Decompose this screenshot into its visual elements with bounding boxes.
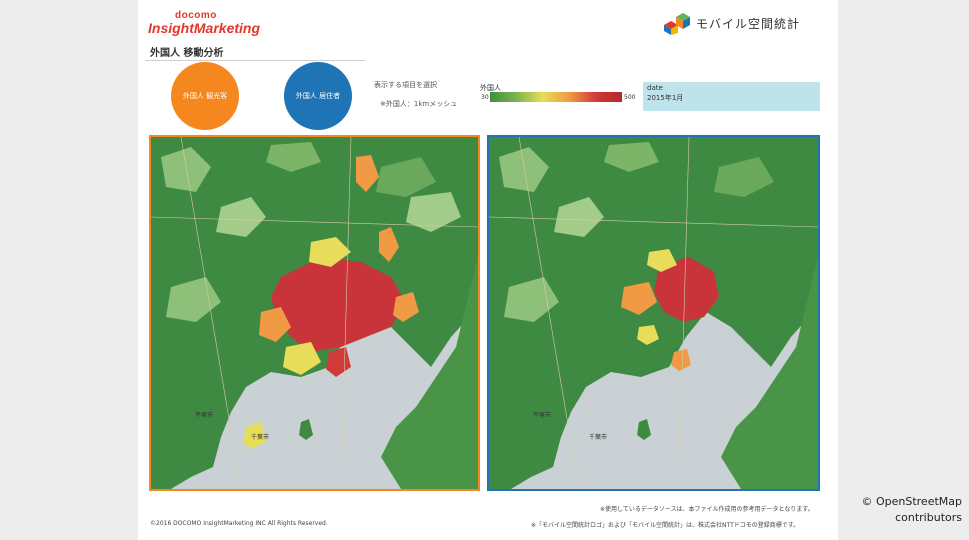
map-label-hiratsuka: 平塚市 — [195, 411, 213, 419]
osm-attribution-line1: © OpenStreetMap — [861, 495, 962, 508]
legend-min: 30 — [481, 94, 489, 101]
data-source-note: ※使用しているデータソースは、本ファイル作成用の参考用データとなります。 — [600, 506, 814, 513]
docomo-brand: docomo — [175, 10, 217, 21]
date-value: 2015年1月 — [647, 94, 684, 102]
item-select-option[interactable]: ※外国人：1kmメッシュ — [380, 100, 458, 108]
resident-map[interactable]: 平塚市 千葉市 — [487, 135, 820, 491]
tourist-map[interactable]: 平塚市 千葉市 — [149, 135, 480, 491]
tourist-map-canvas: 平塚市 千葉市 — [151, 137, 478, 489]
map-label-chiba: 千葉市 — [251, 433, 269, 441]
title-divider — [145, 60, 365, 61]
osm-attribution-line2: contributors — [895, 511, 962, 524]
map-label-hiratsuka: 平塚市 — [533, 411, 551, 419]
resident-button[interactable]: 外国人 居住者 — [284, 62, 352, 130]
cube-logo-icon — [662, 11, 692, 35]
legend-max: 500 — [624, 94, 636, 101]
legend-title: 外国人 — [480, 84, 501, 92]
trademark-note: ※「モバイル空間統計ロゴ」および「モバイル空間統計」は、株式会社NTTドコモの登… — [531, 522, 800, 529]
resident-map-canvas: 平塚市 千葉市 — [489, 137, 818, 489]
osm-attribution: © OpenStreetMap contributors — [838, 494, 962, 526]
item-select-label: 表示する項目を選択 — [374, 81, 437, 89]
mobile-spatial-stats-logo: モバイル空間統計 — [662, 10, 832, 36]
copyright-text: ©2016 DOCOMO InsightMarketing INC All Ri… — [150, 520, 328, 527]
date-label: date — [647, 84, 663, 92]
tourist-button[interactable]: 外国人 観光客 — [171, 62, 239, 130]
insight-marketing-logo: InsightMarketing — [148, 20, 261, 36]
map-label-chiba: 千葉市 — [589, 433, 607, 441]
color-scale-bar — [490, 92, 622, 102]
page-title: 外国人 移動分析 — [150, 48, 224, 59]
date-filter[interactable]: date 2015年1月 — [643, 82, 820, 111]
logo-text: モバイル空間統計 — [696, 16, 801, 31]
